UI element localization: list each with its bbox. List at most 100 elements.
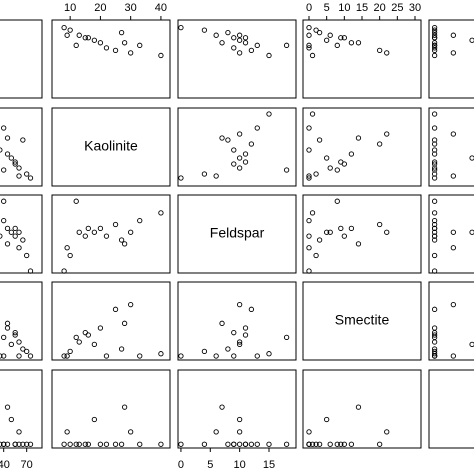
point	[384, 229, 390, 235]
point	[248, 441, 255, 447]
point	[97, 225, 104, 232]
point	[431, 237, 438, 243]
x-tick-label: 5	[324, 2, 330, 14]
point	[327, 441, 333, 447]
point	[213, 429, 219, 435]
point	[450, 353, 456, 359]
point	[306, 125, 312, 131]
point	[306, 429, 312, 435]
point	[4, 404, 11, 410]
point	[4, 135, 11, 141]
panel	[428, 281, 474, 361]
point	[137, 217, 143, 224]
point	[67, 348, 73, 355]
point	[469, 341, 474, 348]
point	[469, 229, 474, 235]
point	[219, 404, 225, 410]
panel	[177, 107, 297, 187]
point	[73, 198, 79, 204]
point	[236, 50, 243, 56]
point	[341, 441, 347, 447]
point	[266, 441, 272, 447]
point	[309, 210, 316, 216]
point	[73, 334, 79, 340]
point	[27, 175, 34, 181]
point	[67, 27, 73, 33]
point	[384, 50, 390, 56]
panel	[177, 19, 297, 99]
panel	[51, 19, 171, 99]
point	[121, 40, 128, 46]
point	[254, 441, 260, 447]
point	[306, 42, 312, 48]
point	[27, 441, 34, 447]
point	[242, 159, 249, 165]
point	[103, 441, 110, 447]
point	[450, 50, 456, 56]
point	[431, 210, 438, 216]
point	[178, 353, 184, 359]
point	[334, 42, 340, 48]
point	[431, 47, 438, 54]
point	[137, 42, 143, 48]
point	[316, 137, 323, 143]
point	[82, 233, 88, 239]
point	[0, 233, 3, 239]
point	[324, 155, 330, 161]
point	[334, 198, 340, 204]
point	[431, 167, 438, 173]
point	[324, 37, 330, 43]
point	[20, 237, 26, 243]
point	[103, 233, 110, 239]
x-tick-label: 40	[155, 2, 167, 14]
point	[73, 441, 79, 447]
point	[341, 35, 347, 41]
x-tick-label: 10	[64, 2, 76, 14]
point	[219, 135, 225, 141]
point	[236, 155, 243, 161]
point	[248, 306, 255, 312]
point	[236, 32, 243, 38]
point	[64, 32, 70, 38]
point	[377, 47, 383, 54]
point	[27, 268, 34, 274]
point	[327, 165, 333, 171]
point	[450, 245, 456, 251]
point	[283, 167, 290, 173]
point	[4, 320, 11, 326]
point	[82, 441, 88, 447]
point	[431, 45, 438, 51]
panel	[0, 194, 43, 274]
point	[306, 217, 312, 224]
point	[121, 241, 128, 247]
point	[316, 30, 323, 36]
point	[431, 252, 438, 259]
point	[1, 125, 7, 131]
point	[73, 42, 79, 48]
point	[112, 221, 119, 228]
point	[4, 241, 11, 247]
panel	[428, 19, 474, 99]
point	[91, 416, 98, 423]
point	[219, 40, 225, 46]
point	[431, 268, 438, 274]
point	[431, 221, 438, 228]
panel	[177, 369, 297, 449]
point	[283, 441, 290, 447]
point	[469, 155, 474, 161]
point	[231, 147, 237, 153]
panel	[302, 19, 422, 99]
point	[219, 320, 225, 326]
point	[431, 339, 438, 345]
x-tick-label: 40	[0, 459, 10, 471]
point	[213, 353, 219, 359]
point	[431, 353, 438, 359]
panel	[302, 281, 422, 361]
point	[431, 35, 438, 41]
point	[324, 229, 330, 235]
point	[377, 221, 383, 228]
point	[85, 332, 91, 338]
point	[1, 198, 7, 204]
point	[313, 171, 319, 177]
point	[431, 40, 438, 46]
